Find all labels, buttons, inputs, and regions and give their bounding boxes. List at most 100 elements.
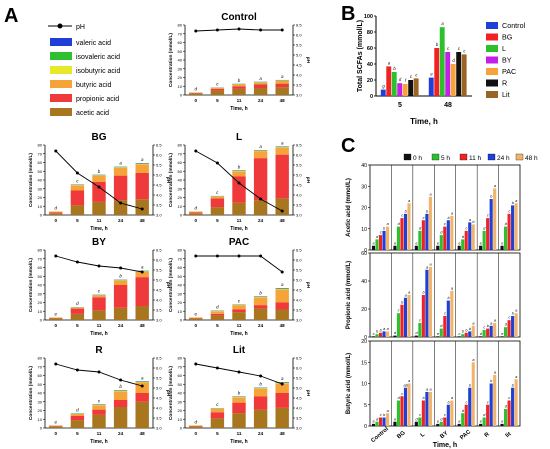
y2-axis-title: pH	[305, 282, 311, 289]
y-tick-label: 80	[367, 30, 373, 36]
bar-segment-butyric-acid	[135, 382, 149, 393]
bar-segment-acetic-acid	[275, 87, 289, 95]
significance-letter: a	[515, 199, 517, 203]
bar-48h	[450, 290, 454, 337]
bar-24h	[403, 387, 408, 426]
y-tick-label: 80	[38, 248, 43, 253]
bar-segment-butyric-acid	[70, 185, 85, 191]
significance-letter: a	[515, 309, 517, 313]
legend-swatch-lit	[486, 91, 498, 98]
legend-swatch-propionic	[50, 94, 72, 102]
bar-r	[456, 52, 462, 96]
y-tick-label: 40	[38, 178, 43, 183]
ph-point	[259, 28, 263, 32]
significance-letter: d	[76, 301, 79, 306]
y-axis-title: Concentration (mmol/L)	[28, 366, 34, 420]
significance-letter: a	[259, 76, 262, 81]
bar-pac	[402, 84, 408, 96]
x-tick-label: 24	[258, 218, 264, 223]
bar-11h	[507, 400, 511, 426]
significance-letter: e	[195, 311, 198, 316]
y2-tick-label: 3.5	[296, 203, 302, 208]
bar-segment-propionic-acid	[70, 415, 85, 421]
bar-48h	[514, 313, 518, 337]
legend-label-r: R	[502, 79, 507, 88]
bar-48h	[385, 331, 390, 337]
significance-letter: a	[494, 371, 496, 375]
significance-letter: d	[505, 405, 508, 409]
significance-letter: c	[398, 309, 400, 313]
y2-tick-label: 4.0	[296, 298, 302, 303]
y2-tick-label: 3.5	[156, 203, 162, 208]
x-tick-label: 11	[97, 323, 102, 328]
significance-letter: b	[447, 296, 449, 300]
bar-5h	[439, 328, 443, 337]
bar-segment-butyric-acid	[113, 280, 128, 285]
y-tick-label: 70	[178, 256, 183, 261]
bar-24h	[489, 199, 493, 250]
significance-letter: a	[408, 291, 410, 295]
y-tick-label: 0	[180, 213, 183, 218]
significance-letter: e	[437, 241, 439, 245]
legend-swatch-control	[486, 22, 498, 29]
significance-letter: a	[141, 265, 144, 270]
bar-0h	[457, 423, 461, 426]
significance-letter: b	[465, 328, 467, 332]
y2-tick-label: 5.5	[296, 163, 302, 168]
bar-5h	[396, 226, 400, 250]
significance-letter: e	[501, 419, 503, 423]
bar-segment-propionic-acid	[210, 412, 225, 419]
significance-letter: b	[383, 226, 385, 230]
bar-segment-acetic-acid	[253, 308, 268, 320]
y-tick-label: 10	[361, 382, 367, 388]
legend-swatch-11h	[459, 153, 468, 161]
bar-segment-acetic-acid	[49, 213, 63, 215]
bar-segment-acetic-acid	[113, 407, 128, 428]
y-axis-title: Butyric acid (mmol/L)	[346, 353, 352, 414]
bar-48h	[450, 216, 454, 250]
bar-11h	[443, 226, 447, 250]
bar-5h	[396, 313, 400, 337]
y2-tick-label: 3.0	[296, 426, 302, 431]
significance-letter: e	[501, 332, 503, 336]
ph-point	[97, 185, 101, 189]
significance-letter: b	[469, 383, 471, 387]
ph-point	[194, 29, 198, 33]
y-axis-title: Concentration (mmol/L)	[168, 153, 174, 207]
y2-tick-label: 3.0	[296, 93, 302, 98]
bar-segment-acetic-acid	[210, 90, 225, 95]
significance-letter: b	[98, 169, 101, 174]
y2-axis-title: pH	[165, 282, 171, 289]
bar-segment-acetic-acid	[210, 207, 225, 215]
legend-label-propionic: propionic acid	[76, 96, 119, 103]
significance-letter: a	[430, 263, 432, 267]
y-tick-label: 100	[364, 14, 373, 20]
y2-tick-label: 6.0	[156, 366, 162, 371]
significance-letter: c	[373, 332, 375, 336]
significance-letter: d	[399, 77, 402, 82]
significance-letter: a	[281, 282, 284, 287]
y-tick-label: 70	[38, 364, 43, 369]
y2-tick-label: 6.5	[156, 248, 162, 253]
panel-label-c: C	[341, 135, 355, 157]
chart-title: BY	[92, 237, 106, 248]
y-tick-label: 10	[38, 417, 43, 422]
significance-letter: a	[387, 327, 389, 331]
significance-letter: d	[480, 332, 483, 336]
bar-l	[391, 72, 397, 96]
significance-letter: c	[444, 222, 446, 226]
bar-segment-acetic-acid	[135, 401, 149, 428]
y-tick-label: 60	[38, 373, 43, 378]
y2-tick-label: 5.0	[296, 386, 302, 391]
x-tick-label: R	[484, 431, 492, 439]
bar-24h	[382, 230, 386, 250]
bar-segment-butyric-acid	[113, 391, 128, 400]
significance-letter: e	[480, 241, 482, 245]
significance-letter: d	[505, 323, 508, 327]
bar-segment-butyric-acid	[210, 88, 225, 89]
bar-48h	[407, 295, 411, 337]
bar-segment-butyric-acid	[232, 305, 246, 310]
bar-segment-butyric-acid	[275, 289, 289, 303]
bar-segment-propionic-acid	[253, 158, 268, 201]
bar-segment-butyric-acid	[232, 171, 246, 177]
